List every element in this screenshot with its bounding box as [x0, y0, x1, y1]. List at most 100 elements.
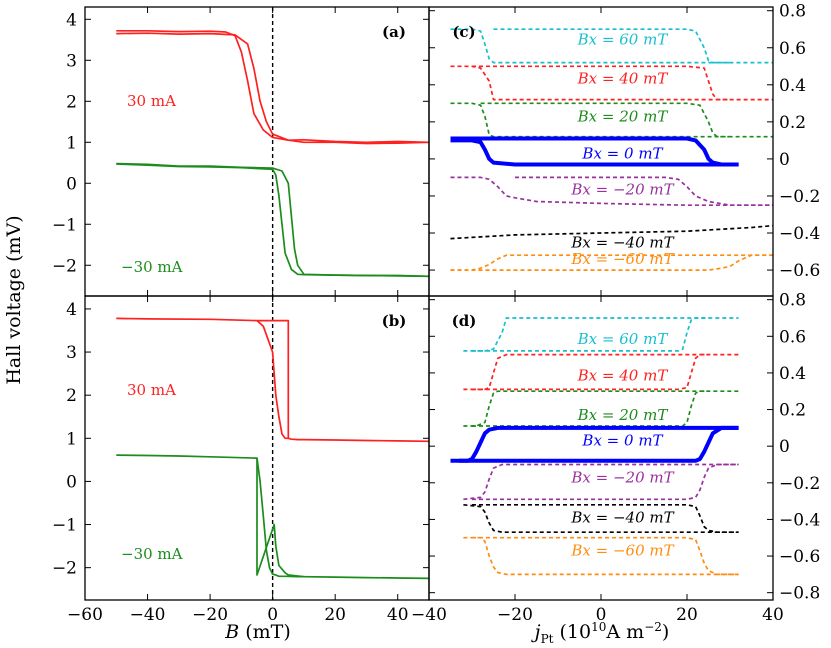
y-tick-label: −0.6	[779, 261, 820, 281]
series-line	[515, 176, 773, 207]
series-line	[450, 254, 773, 271]
panel-b: −2 −1 0 1 2 3 4 −60 −40 −20 0 20 40 (b) 30 mA −30 mA	[52, 295, 430, 625]
y-tick-label: 0	[779, 437, 790, 457]
x-tick-label: 40	[762, 605, 784, 625]
y-tick-label: 0.2	[779, 401, 806, 421]
series-line	[257, 319, 290, 439]
axes-frame	[84, 6, 430, 297]
y-tick-label: 4	[66, 300, 77, 320]
y-tick-label: 2	[66, 386, 77, 406]
y-tick-label: 0.6	[779, 39, 806, 59]
y-tick-label: 1	[66, 133, 77, 153]
y-tick-label: 0	[66, 174, 77, 194]
current-label-positive: 30 mA	[127, 381, 176, 399]
panel-label: (a)	[382, 23, 406, 41]
current-label-negative: −30 mA	[121, 545, 183, 563]
series-line	[450, 136, 739, 167]
x-axis-label-right: jPt (1010A m−2)	[531, 620, 670, 646]
series-line	[472, 317, 709, 352]
y-tick-label: −0.6	[779, 547, 820, 567]
y-tick-label: −2	[52, 256, 77, 276]
x-axis-label-left: B (mT)	[224, 621, 291, 643]
series-line	[480, 102, 730, 138]
series-line	[450, 65, 773, 101]
series-label: Bx = 20 mT	[577, 406, 669, 424]
x-tick-label: 0	[596, 605, 607, 625]
series-label: Bx = 0 mT	[581, 144, 663, 162]
series-label: Bx = 20 mT	[577, 107, 669, 125]
y-tick-label: −1	[52, 215, 77, 235]
series-label: Bx = 40 mT	[577, 367, 669, 385]
y-tick-label: −2	[52, 559, 77, 579]
series-line	[472, 353, 709, 391]
panel-a: −2 −1 0 1 2 3 4 (a) 30 mA −30 mA	[52, 6, 430, 297]
y-tick-label: 0	[66, 472, 77, 492]
series-line	[472, 503, 739, 534]
series-line	[463, 536, 739, 576]
y-tick-label: −0.4	[779, 224, 820, 244]
series-line	[116, 454, 430, 580]
series-label: Bx = 0 mT	[581, 432, 663, 450]
x-tick-label: 40	[387, 605, 409, 625]
series-label: Bx = 60 mT	[577, 30, 669, 48]
y-tick-label: 3	[66, 51, 77, 71]
y-tick-label: 0.8	[779, 2, 806, 22]
x-tick-label: −20	[497, 605, 533, 625]
x-tick-label: 20	[676, 605, 698, 625]
series-line	[116, 162, 430, 278]
series-line	[463, 390, 739, 427]
y-tick-label: 0	[779, 150, 790, 170]
y-tick-label: 0.6	[779, 327, 806, 347]
series-label: Bx = −60 mT	[570, 250, 674, 268]
y-tick-label: 3	[66, 343, 77, 363]
series-line	[116, 317, 430, 443]
series-line	[459, 425, 739, 463]
y-axis-label: Hall voltage (mV)	[3, 215, 25, 384]
x-tick-label: 0	[267, 605, 278, 625]
series-label: Bx = 40 mT	[577, 69, 669, 87]
series-line	[116, 29, 430, 144]
x-tick-label: −40	[411, 605, 447, 625]
y-tick-label: −1	[52, 516, 77, 536]
y-tick-label: −0.2	[779, 187, 820, 207]
y-tick-label: −0.4	[779, 510, 820, 530]
current-label-positive: 30 mA	[127, 92, 176, 110]
series-label: Bx = −20 mT	[570, 180, 674, 198]
series-line	[450, 176, 773, 207]
panel-label: (b)	[382, 312, 407, 330]
series-line	[450, 254, 773, 271]
panel-label: (d)	[452, 312, 477, 330]
current-label-negative: −30 mA	[121, 258, 183, 276]
series-line	[450, 28, 773, 64]
x-tick-label: −40	[130, 605, 166, 625]
x-tick-label: −20	[192, 605, 228, 625]
y-tick-label: 0.4	[779, 76, 806, 96]
series-line	[116, 32, 430, 145]
panel-label: (c)	[452, 23, 475, 41]
series-line	[472, 65, 730, 101]
panel-d: 0.8 0.6 0.4 0.2 0 −0.2 −0.4 −0.6 −0.8 −40 −20 0 20 40…	[411, 291, 820, 625]
series-label: Bx = 60 mT	[577, 330, 669, 348]
series-line	[463, 353, 739, 391]
series-line	[472, 463, 739, 501]
x-tick-label: 20	[324, 605, 346, 625]
y-tick-label: 1	[66, 429, 77, 449]
panel-c: 0.8 0.6 0.4 0.2 0 −0.2 −0.4 −0.6 Bx = 60 mT Bx = …	[428, 2, 820, 297]
y-tick-label: 0.8	[779, 291, 806, 311]
series-label: Bx = −20 mT	[570, 468, 674, 486]
y-tick-label: 0.4	[779, 364, 806, 384]
axes-frame	[428, 295, 774, 601]
y-tick-label: 2	[66, 92, 77, 112]
series-label: Bx = −40 mT	[570, 509, 674, 527]
y-tick-label: −0.2	[779, 474, 820, 494]
x-tick-label: −60	[67, 605, 103, 625]
series-line	[463, 503, 739, 534]
y-tick-label: 0.2	[779, 113, 806, 133]
series-line	[450, 102, 773, 138]
series-line	[463, 463, 739, 501]
series-line	[256, 458, 304, 578]
y-tick-label: 4	[66, 10, 77, 30]
series-label: Bx = −60 mT	[570, 542, 674, 560]
series-line	[450, 224, 774, 240]
